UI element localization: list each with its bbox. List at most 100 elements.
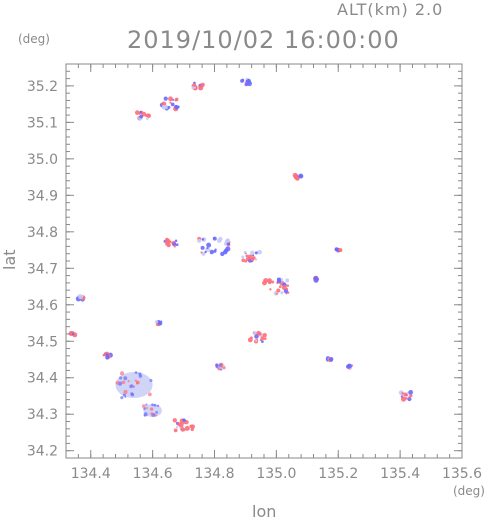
echo-point xyxy=(153,403,157,407)
echo-point xyxy=(169,240,172,244)
echo-point xyxy=(148,392,152,397)
y-tick-label: 34.2 xyxy=(27,444,58,460)
echo-point xyxy=(245,254,249,258)
x-tick-label: 135.2 xyxy=(318,466,358,482)
x-tick-label: 135.4 xyxy=(380,466,420,482)
echo-point xyxy=(201,238,205,241)
echo-point xyxy=(161,101,167,107)
echo-point xyxy=(149,378,153,383)
echo-point xyxy=(172,418,177,423)
echo-point xyxy=(276,288,281,293)
echo-point xyxy=(286,284,290,287)
echo-point xyxy=(250,257,255,262)
echo-point xyxy=(226,242,230,246)
echo-point xyxy=(220,364,224,368)
echo-point xyxy=(155,411,158,414)
echo-point xyxy=(129,384,133,389)
echo-point xyxy=(262,280,267,286)
echo-point xyxy=(276,278,282,284)
echo-point xyxy=(175,425,179,429)
echo-point xyxy=(130,393,135,397)
echo-point xyxy=(200,82,205,87)
echo-point xyxy=(225,238,230,243)
echo-point xyxy=(120,396,124,400)
echo-point xyxy=(105,353,109,357)
x-tick-label: 135.0 xyxy=(256,466,296,482)
echo-point xyxy=(173,428,178,433)
y-axis-unit: (deg) xyxy=(18,32,50,46)
echo-point xyxy=(145,406,148,410)
echo-point xyxy=(215,365,219,369)
echo-point xyxy=(244,259,248,263)
echo-point xyxy=(240,78,244,83)
y-tick-label: 35.1 xyxy=(27,115,58,131)
y-tick-label: 34.5 xyxy=(27,334,58,350)
echo-point xyxy=(241,258,245,263)
x-axis-unit: (deg) xyxy=(453,484,485,498)
echo-point xyxy=(278,285,282,289)
echo-point xyxy=(243,250,247,254)
echo-point xyxy=(183,428,186,431)
echo-point xyxy=(247,337,253,343)
echo-point xyxy=(404,397,408,400)
echo-point xyxy=(250,250,255,256)
echo-point xyxy=(156,404,160,408)
echo-point xyxy=(200,245,205,250)
echo-point xyxy=(201,252,206,256)
echo-point xyxy=(198,85,204,91)
echo-point xyxy=(105,355,110,360)
echo-point xyxy=(180,427,185,432)
echo-point xyxy=(138,374,143,378)
y-tick-label: 34.7 xyxy=(27,261,58,277)
echo-point xyxy=(136,382,139,385)
echo-point xyxy=(247,79,251,82)
echo-point xyxy=(121,380,126,385)
x-tick-label: 134.8 xyxy=(194,466,234,482)
echo-point xyxy=(161,104,167,110)
echo-point xyxy=(134,371,138,375)
x-tick-label: 135.6 xyxy=(442,466,482,482)
echo-point xyxy=(336,248,340,252)
echo-point xyxy=(172,242,177,247)
echo-point xyxy=(193,86,197,89)
echo-point xyxy=(122,393,126,397)
echo-point xyxy=(275,292,278,295)
chart-title-timestamp: 2019/10/02 16:00:00 xyxy=(127,26,400,54)
echo-point xyxy=(151,403,154,407)
echo-point xyxy=(204,250,207,254)
echo-point xyxy=(217,367,221,371)
echo-point xyxy=(262,333,267,338)
echo-point xyxy=(222,366,226,370)
echo-point xyxy=(184,425,190,431)
echo-point xyxy=(329,357,334,362)
echo-point xyxy=(254,334,259,339)
echo-point xyxy=(244,82,249,86)
echo-point xyxy=(139,114,144,119)
echo-point xyxy=(403,392,408,397)
echo-point xyxy=(173,245,176,248)
echo-point xyxy=(253,331,257,336)
echo-point xyxy=(146,113,151,118)
echo-point xyxy=(143,407,146,410)
echo-point xyxy=(401,392,404,395)
echo-point xyxy=(268,280,272,285)
echo-point xyxy=(127,380,130,383)
echo-point xyxy=(258,332,262,336)
echo-point xyxy=(174,239,178,243)
echo-point xyxy=(260,336,265,341)
echo-point xyxy=(123,376,128,381)
echo-point xyxy=(281,285,287,291)
echo-point xyxy=(124,395,127,398)
echo-point xyxy=(298,174,301,177)
echo-point xyxy=(257,249,262,255)
echo-point xyxy=(347,363,352,369)
echo-point xyxy=(154,320,158,324)
echo-point xyxy=(165,242,168,246)
echo-point xyxy=(78,294,84,300)
y-tick-label: 34.6 xyxy=(27,298,58,314)
echo-point xyxy=(225,246,231,252)
y-tick-label: 35.0 xyxy=(27,152,58,168)
echo-point xyxy=(149,407,154,411)
echo-point xyxy=(263,337,267,341)
echo-point xyxy=(269,288,272,291)
